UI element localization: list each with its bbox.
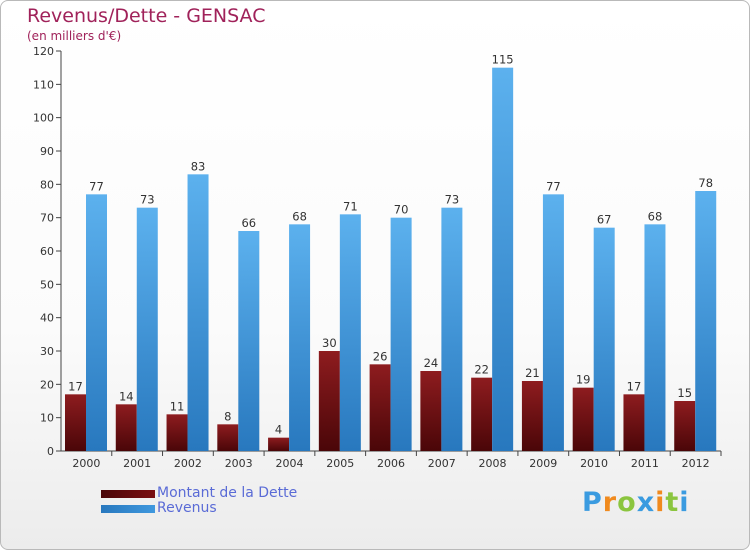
bar-debt bbox=[369, 364, 391, 451]
y-tick-label: 0 bbox=[47, 445, 54, 458]
data-label-revenus: 70 bbox=[394, 203, 409, 217]
data-label-debt: 11 bbox=[170, 399, 185, 413]
bar-debt bbox=[572, 387, 594, 451]
data-label-revenus: 73 bbox=[445, 193, 460, 207]
data-label-debt: 17 bbox=[68, 379, 83, 393]
data-label-revenus: 67 bbox=[597, 213, 612, 227]
data-label-debt: 4 bbox=[275, 423, 282, 437]
legend-label-revenus: Revenus bbox=[157, 500, 217, 516]
logo-letter: x bbox=[636, 487, 656, 518]
bar-revenus bbox=[542, 194, 564, 452]
legend-swatch-revenus bbox=[101, 505, 155, 513]
bar-debt bbox=[623, 394, 645, 451]
bar-revenus bbox=[492, 67, 514, 452]
x-tick-label: 2005 bbox=[326, 457, 354, 470]
data-label-revenus: 77 bbox=[89, 179, 104, 193]
bar-debt bbox=[166, 414, 188, 451]
data-label-debt: 15 bbox=[677, 386, 692, 400]
y-tick-label: 20 bbox=[40, 378, 54, 391]
y-tick-label: 90 bbox=[40, 145, 54, 158]
x-tick-label: 2001 bbox=[123, 457, 151, 470]
y-tick-label: 50 bbox=[40, 278, 54, 291]
data-label-debt: 19 bbox=[576, 373, 591, 387]
bar-debt bbox=[521, 381, 543, 451]
bar-revenus bbox=[187, 174, 209, 452]
bar-debt bbox=[318, 351, 340, 451]
bar-debt bbox=[115, 404, 137, 451]
data-label-debt: 26 bbox=[373, 349, 388, 363]
x-tick-label: 2000 bbox=[72, 457, 100, 470]
data-label-debt: 17 bbox=[627, 379, 642, 393]
logo-letter: i bbox=[655, 487, 666, 518]
data-label-revenus: 71 bbox=[343, 199, 358, 213]
data-label-revenus: 66 bbox=[241, 216, 256, 230]
x-tick-label: 2009 bbox=[529, 457, 557, 470]
logo-letter: r bbox=[602, 487, 618, 518]
bar-revenus bbox=[644, 224, 666, 451]
x-tick-label: 2010 bbox=[580, 457, 608, 470]
bar-revenus bbox=[441, 207, 463, 451]
x-tick-label: 2012 bbox=[682, 457, 710, 470]
bar-revenus bbox=[390, 217, 412, 451]
bar-debt bbox=[674, 401, 696, 451]
data-label-revenus: 73 bbox=[140, 193, 155, 207]
y-tick-label: 100 bbox=[33, 112, 54, 125]
bar-revenus bbox=[86, 194, 107, 452]
y-tick-label: 110 bbox=[33, 78, 54, 91]
x-tick-label: 2003 bbox=[225, 457, 253, 470]
bar-revenus bbox=[289, 224, 311, 451]
legend-label-debt: Montant de la Dette bbox=[157, 485, 298, 501]
bar-revenus bbox=[695, 191, 717, 451]
bar-debt bbox=[217, 424, 239, 451]
data-label-revenus: 78 bbox=[698, 176, 713, 190]
x-tick-label: 2002 bbox=[174, 457, 202, 470]
chart-title: Revenus/Dette - GENSAC bbox=[27, 5, 266, 27]
y-tick-label: 70 bbox=[40, 212, 54, 225]
data-label-debt: 8 bbox=[224, 409, 231, 423]
x-tick-label: 2008 bbox=[479, 457, 507, 470]
bar-debt bbox=[420, 371, 442, 451]
y-tick-label: 30 bbox=[40, 345, 54, 358]
proxiti-logo: Proxiti bbox=[582, 487, 690, 518]
data-label-revenus: 115 bbox=[492, 53, 514, 67]
bar-debt bbox=[471, 377, 493, 451]
y-tick-label: 60 bbox=[40, 245, 54, 258]
chart-subtitle: (en milliers d'€) bbox=[27, 29, 122, 43]
bar-revenus bbox=[238, 231, 260, 451]
data-label-debt: 14 bbox=[119, 389, 134, 403]
data-label-debt: 22 bbox=[474, 363, 489, 377]
y-tick-label: 80 bbox=[40, 178, 54, 191]
bar-revenus bbox=[136, 207, 158, 451]
bar-revenus bbox=[593, 227, 615, 451]
data-label-debt: 24 bbox=[424, 356, 439, 370]
x-tick-label: 2007 bbox=[428, 457, 456, 470]
logo-letter: i bbox=[679, 487, 690, 518]
x-tick-label: 2004 bbox=[275, 457, 303, 470]
data-label-debt: 21 bbox=[525, 366, 540, 380]
y-tick-label: 120 bbox=[33, 45, 54, 58]
bar-debt bbox=[268, 437, 290, 451]
data-label-revenus: 83 bbox=[191, 159, 206, 173]
x-tick-label: 2006 bbox=[377, 457, 405, 470]
bar-revenus bbox=[339, 214, 361, 451]
logo-letter: t bbox=[665, 487, 680, 518]
y-tick-label: 40 bbox=[40, 312, 54, 325]
x-tick-label: 2011 bbox=[631, 457, 659, 470]
data-label-revenus: 68 bbox=[292, 209, 307, 223]
data-label-revenus: 77 bbox=[546, 179, 561, 193]
data-label-debt: 30 bbox=[322, 336, 337, 350]
logo-letter: P bbox=[582, 487, 603, 518]
legend-swatch-debt bbox=[101, 490, 155, 498]
y-tick-label: 10 bbox=[40, 412, 54, 425]
bar-debt bbox=[65, 394, 86, 451]
data-label-revenus: 68 bbox=[648, 209, 663, 223]
logo-letter: o bbox=[617, 487, 637, 518]
